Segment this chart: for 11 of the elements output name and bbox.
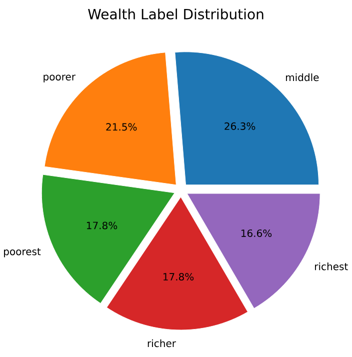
slice-label: richer (148, 339, 176, 348)
slice-label: poorer (44, 74, 76, 82)
data-label: 16.6% (241, 229, 272, 238)
data-label: 17.8% (163, 272, 194, 281)
slice-label: middle (286, 73, 319, 82)
data-label: 21.5% (106, 123, 137, 131)
slice-label: richest (315, 262, 348, 270)
chart-title: Wealth Label Distribution (88, 8, 264, 20)
data-label: 26.3% (224, 122, 256, 130)
slice-label: poorest (4, 248, 41, 258)
data-label: 17.8% (86, 222, 118, 230)
